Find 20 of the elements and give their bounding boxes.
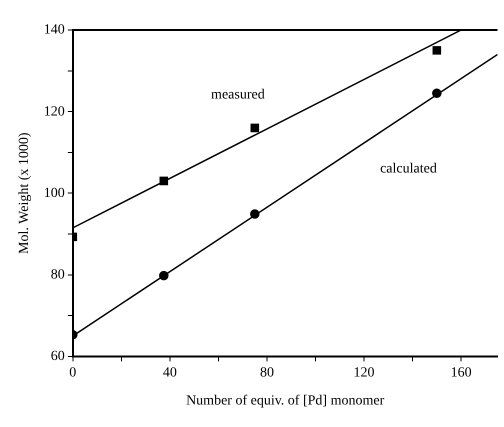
x-tick-label: 120 <box>354 365 375 380</box>
y-tick-label: 60 <box>50 349 65 364</box>
point <box>250 209 260 219</box>
y-axis-title: Mol. Weight (x 1000) <box>17 132 32 254</box>
y-tick-label: 80 <box>50 267 65 282</box>
point <box>160 176 168 186</box>
y-tick-label: 100 <box>44 186 65 201</box>
series-label: measured <box>211 88 265 103</box>
x-tick-label: 0 <box>69 365 76 380</box>
point <box>432 88 442 98</box>
point <box>250 124 260 132</box>
point <box>159 270 169 280</box>
x-axis-title: Number of equiv. of [Pd] monomer <box>186 393 385 408</box>
x-tick-label: 160 <box>450 365 472 380</box>
y-tick-label: 120 <box>44 104 65 120</box>
point <box>432 46 442 55</box>
y-tick-label: 140 <box>44 22 65 38</box>
series-label: calculated <box>380 162 437 177</box>
x-tick-label: 40 <box>162 365 177 380</box>
x-tick-label: 80 <box>260 365 274 380</box>
